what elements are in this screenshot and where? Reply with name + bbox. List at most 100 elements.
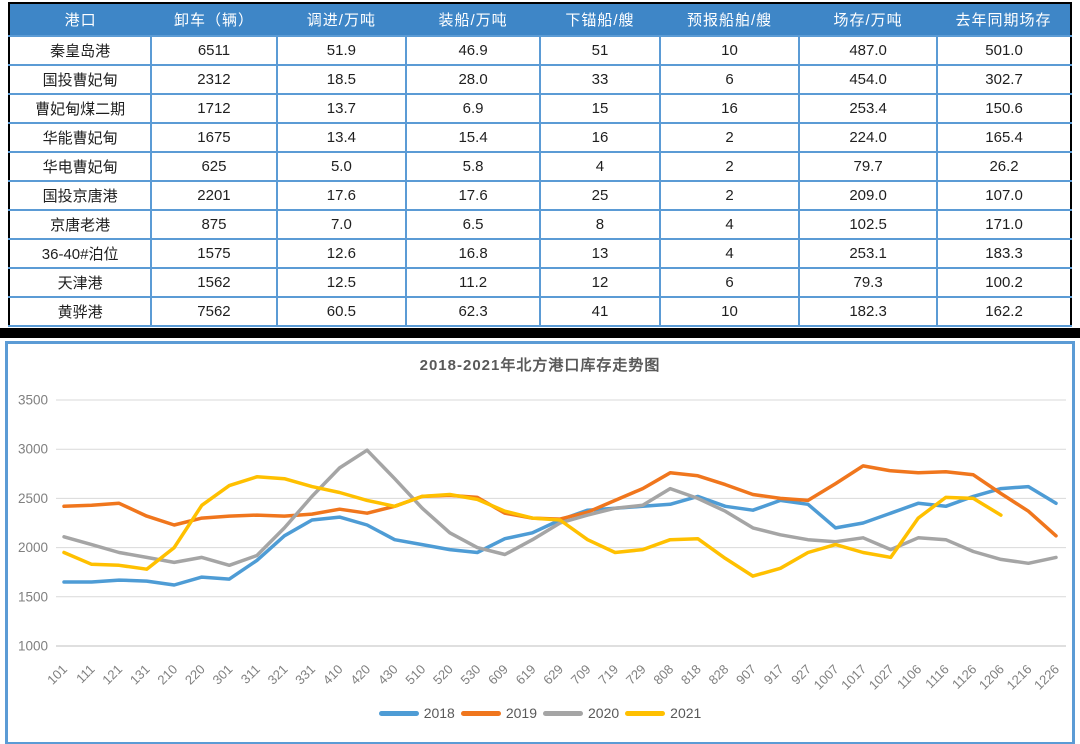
x-axis-label: 609 <box>485 662 511 688</box>
x-axis-label: 510 <box>402 662 428 688</box>
legend-label: 2020 <box>588 705 620 721</box>
table-row: 36-40#泊位 1575 12.6 16.8 13 4 253.1 183.3 <box>9 238 1071 269</box>
legend-item-2020: 2020 <box>543 705 619 721</box>
legend-label: 2021 <box>670 705 702 721</box>
x-axis-label: 1126 <box>949 662 979 692</box>
table-cell: 41 <box>538 296 661 327</box>
x-axis-label: 808 <box>650 662 676 688</box>
table-cell: 4 <box>538 151 661 182</box>
table-cell: 150.6 <box>936 93 1071 124</box>
table-cell: 华能曹妃甸 <box>9 122 153 153</box>
table-cell: 501.0 <box>936 35 1071 66</box>
legend-swatch <box>543 710 583 716</box>
table-cell: 12.5 <box>275 267 408 298</box>
x-axis-label: 311 <box>238 662 263 687</box>
table-cell: 8 <box>538 209 661 240</box>
x-axis-label: 301 <box>210 662 236 688</box>
x-axis-label: 1106 <box>894 662 924 692</box>
table-cell: 51 <box>538 35 661 66</box>
table-cell: 7.0 <box>275 209 408 240</box>
y-axis-label: 1500 <box>18 589 48 604</box>
x-axis-label: 1017 <box>838 662 869 693</box>
table-cell: 曹妃甸煤二期 <box>9 93 153 124</box>
table-cell: 36-40#泊位 <box>9 238 153 269</box>
table-cell: 4 <box>658 238 801 269</box>
port-table: 港口 卸车（辆） 调进/万吨 装船/万吨 下锚船/艘 预报船舶/艘 场存/万吨 去年同期场存 … <box>8 2 1072 327</box>
table-cell: 12.6 <box>275 238 408 269</box>
table-cell: 17.6 <box>405 180 541 211</box>
table-cell: 182.3 <box>798 296 939 327</box>
table-cell: 11.2 <box>405 267 541 298</box>
table-cell: 1675 <box>150 122 278 153</box>
x-axis-label: 420 <box>347 662 373 688</box>
x-axis-label: 210 <box>154 662 180 688</box>
table-cell: 6 <box>658 267 801 298</box>
y-axis-label: 3500 <box>18 393 48 408</box>
x-axis-label: 619 <box>513 662 539 688</box>
x-axis-label: 430 <box>375 662 401 688</box>
table-cell: 51.9 <box>275 35 408 66</box>
table-cell: 26.2 <box>936 151 1071 182</box>
table-cell: 13 <box>538 238 661 269</box>
table-cell: 224.0 <box>798 122 939 153</box>
series-line-2019 <box>62 464 1058 538</box>
x-axis-label: 629 <box>540 662 566 688</box>
table-cell: 13.4 <box>275 122 408 153</box>
table-row: 曹妃甸煤二期 1712 13.7 6.9 15 16 253.4 150.6 <box>9 93 1071 124</box>
table-row: 秦皇岛港 6511 51.9 46.9 51 10 487.0 501.0 <box>9 35 1071 66</box>
table-cell: 黄骅港 <box>9 296 153 327</box>
table-cell: 京唐老港 <box>9 209 153 240</box>
legend-swatch <box>378 710 419 716</box>
table-cell: 28.0 <box>405 64 541 95</box>
table-cell: 253.1 <box>798 238 939 269</box>
x-axis-label: 410 <box>320 662 346 688</box>
x-axis-label: 917 <box>761 662 787 688</box>
table-header-cell: 下锚船/艘 <box>539 3 660 36</box>
table-cell: 5.0 <box>275 151 408 182</box>
table-row: 华电曹妃甸 625 5.0 5.8 4 2 79.7 26.2 <box>9 151 1071 182</box>
table-cell: 183.3 <box>936 238 1071 269</box>
table-cell: 165.4 <box>936 122 1071 153</box>
table-cell: 6511 <box>150 35 278 66</box>
legend-label: 2018 <box>423 705 455 721</box>
table-cell: 60.5 <box>275 296 408 327</box>
x-axis-label: 719 <box>595 662 621 688</box>
chart-panel: 2018-2021年北方港口库存走势图 3500 3000 2500 2000 1500… <box>5 341 1075 744</box>
x-axis-label: 220 <box>182 662 208 688</box>
table-cell: 17.6 <box>275 180 408 211</box>
table-cell: 253.4 <box>798 93 939 124</box>
y-axis-label: 2000 <box>18 540 48 555</box>
table-cell: 2201 <box>150 180 278 211</box>
table-row: 黄骅港 7562 60.5 62.3 41 10 182.3 162.2 <box>9 296 1071 327</box>
table-cell: 6.9 <box>405 93 541 124</box>
table-header-cell: 卸车（辆） <box>151 3 277 36</box>
table-cell: 16 <box>538 122 661 153</box>
series-line-2020 <box>62 448 1058 568</box>
legend-label: 2019 <box>505 705 537 721</box>
legend-swatch <box>625 710 666 716</box>
table-cell: 62.3 <box>405 296 541 327</box>
table-header-cell: 场存/万吨 <box>799 3 938 36</box>
table-cell: 2 <box>658 122 801 153</box>
x-axis-label: 1206 <box>976 662 1007 693</box>
x-axis-label: 1116 <box>922 662 952 692</box>
table-cell: 6.5 <box>405 209 541 240</box>
table-row: 国投曹妃甸 2312 18.5 28.0 33 6 454.0 302.7 <box>9 64 1071 95</box>
table-cell: 487.0 <box>798 35 939 66</box>
table-row: 京唐老港 875 7.0 6.5 8 4 102.5 171.0 <box>9 209 1071 240</box>
x-axis-label: 1216 <box>1004 662 1035 693</box>
x-axis-label: 321 <box>265 662 291 688</box>
legend-item-2021: 2021 <box>625 705 701 721</box>
table-cell: 2 <box>658 151 801 182</box>
x-axis-label: 1007 <box>811 662 842 693</box>
table-row: 国投京唐港 2201 17.6 17.6 25 2 209.0 107.0 <box>9 180 1071 211</box>
table-cell: 国投京唐港 <box>9 180 153 211</box>
table-cell: 16.8 <box>405 238 541 269</box>
y-axis-label: 3000 <box>18 442 48 457</box>
chart-legend: 2018 2019 2020 2021 <box>8 696 1072 730</box>
table-header-cell: 预报船舶/艘 <box>659 3 800 36</box>
x-axis-label: 818 <box>678 662 704 688</box>
table-cell: 1562 <box>150 267 278 298</box>
table-cell: 1712 <box>150 93 278 124</box>
table-cell: 2312 <box>150 64 278 95</box>
